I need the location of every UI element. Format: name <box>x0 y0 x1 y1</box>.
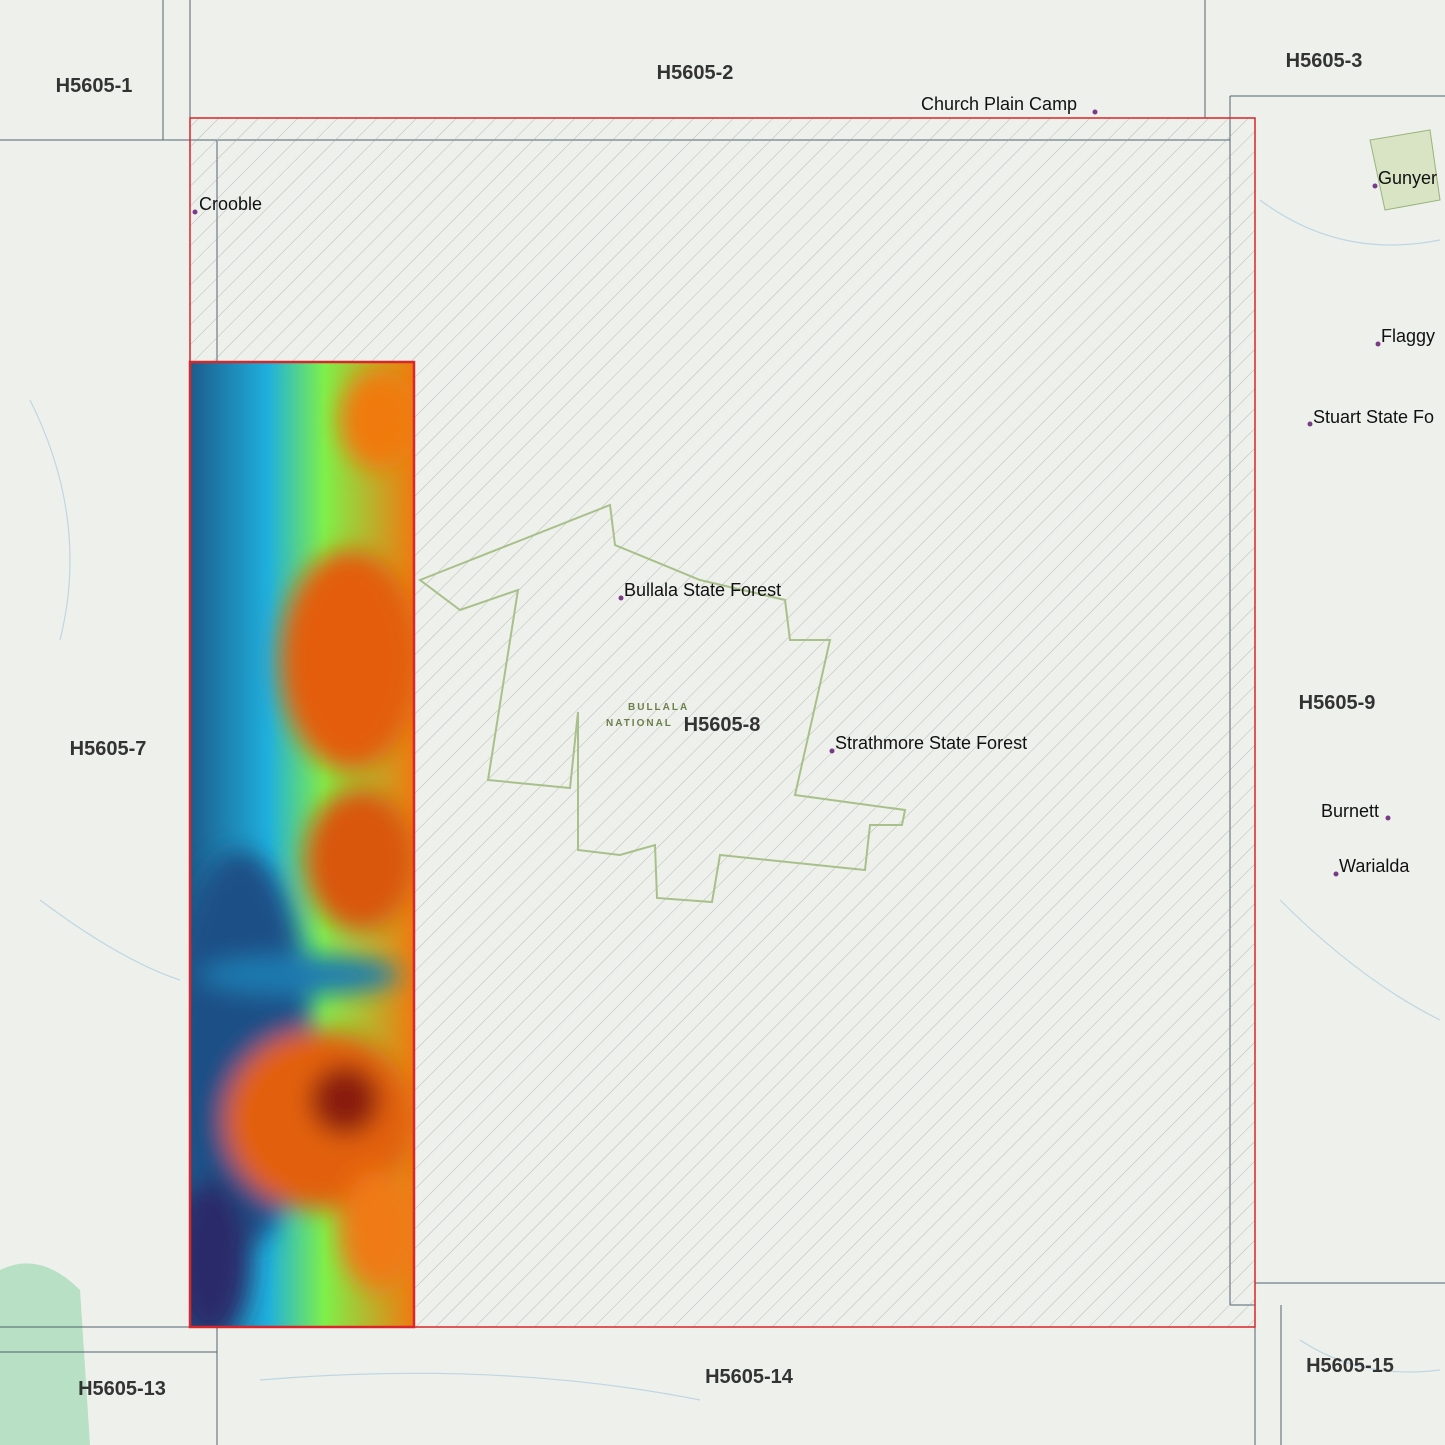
tile-label: H5605-9 <box>1299 692 1376 714</box>
tile-label: H5605-15 <box>1306 1355 1394 1377</box>
tile-label: H5605-14 <box>705 1366 794 1388</box>
place-label: Stuart State Fo <box>1313 407 1434 427</box>
place-label: Gunyer <box>1378 168 1437 188</box>
tile-label: H5605-3 <box>1286 50 1363 72</box>
streams <box>29 199 1441 1401</box>
tile-label: H5605-13 <box>78 1378 166 1400</box>
raster-outline <box>188 360 416 1329</box>
place-label: Church Plain Camp <box>921 94 1077 114</box>
national-park <box>1369 129 1441 211</box>
place-dots <box>192 109 1391 877</box>
tile-label: H5605-7 <box>70 738 147 760</box>
state-forest-boundary <box>417 503 907 904</box>
elevation-raster <box>190 362 414 1327</box>
place-label: Flaggy <box>1381 326 1435 346</box>
place-label: Bullala State Forest <box>624 580 781 600</box>
tile-label: H5605-2 <box>657 62 734 84</box>
tile-label: H5605-1 <box>56 75 133 97</box>
tile-label: H5605-8 <box>684 714 761 736</box>
place-label: Crooble <box>199 194 262 214</box>
place-label: Burnett <box>1321 801 1379 821</box>
place-label: Strathmore State Forest <box>835 733 1027 753</box>
place-label: Warialda <box>1339 856 1410 876</box>
park-label: NATIONAL <box>606 718 673 729</box>
forest-area <box>0 1263 90 1445</box>
park-label: BULLALA <box>628 702 689 713</box>
